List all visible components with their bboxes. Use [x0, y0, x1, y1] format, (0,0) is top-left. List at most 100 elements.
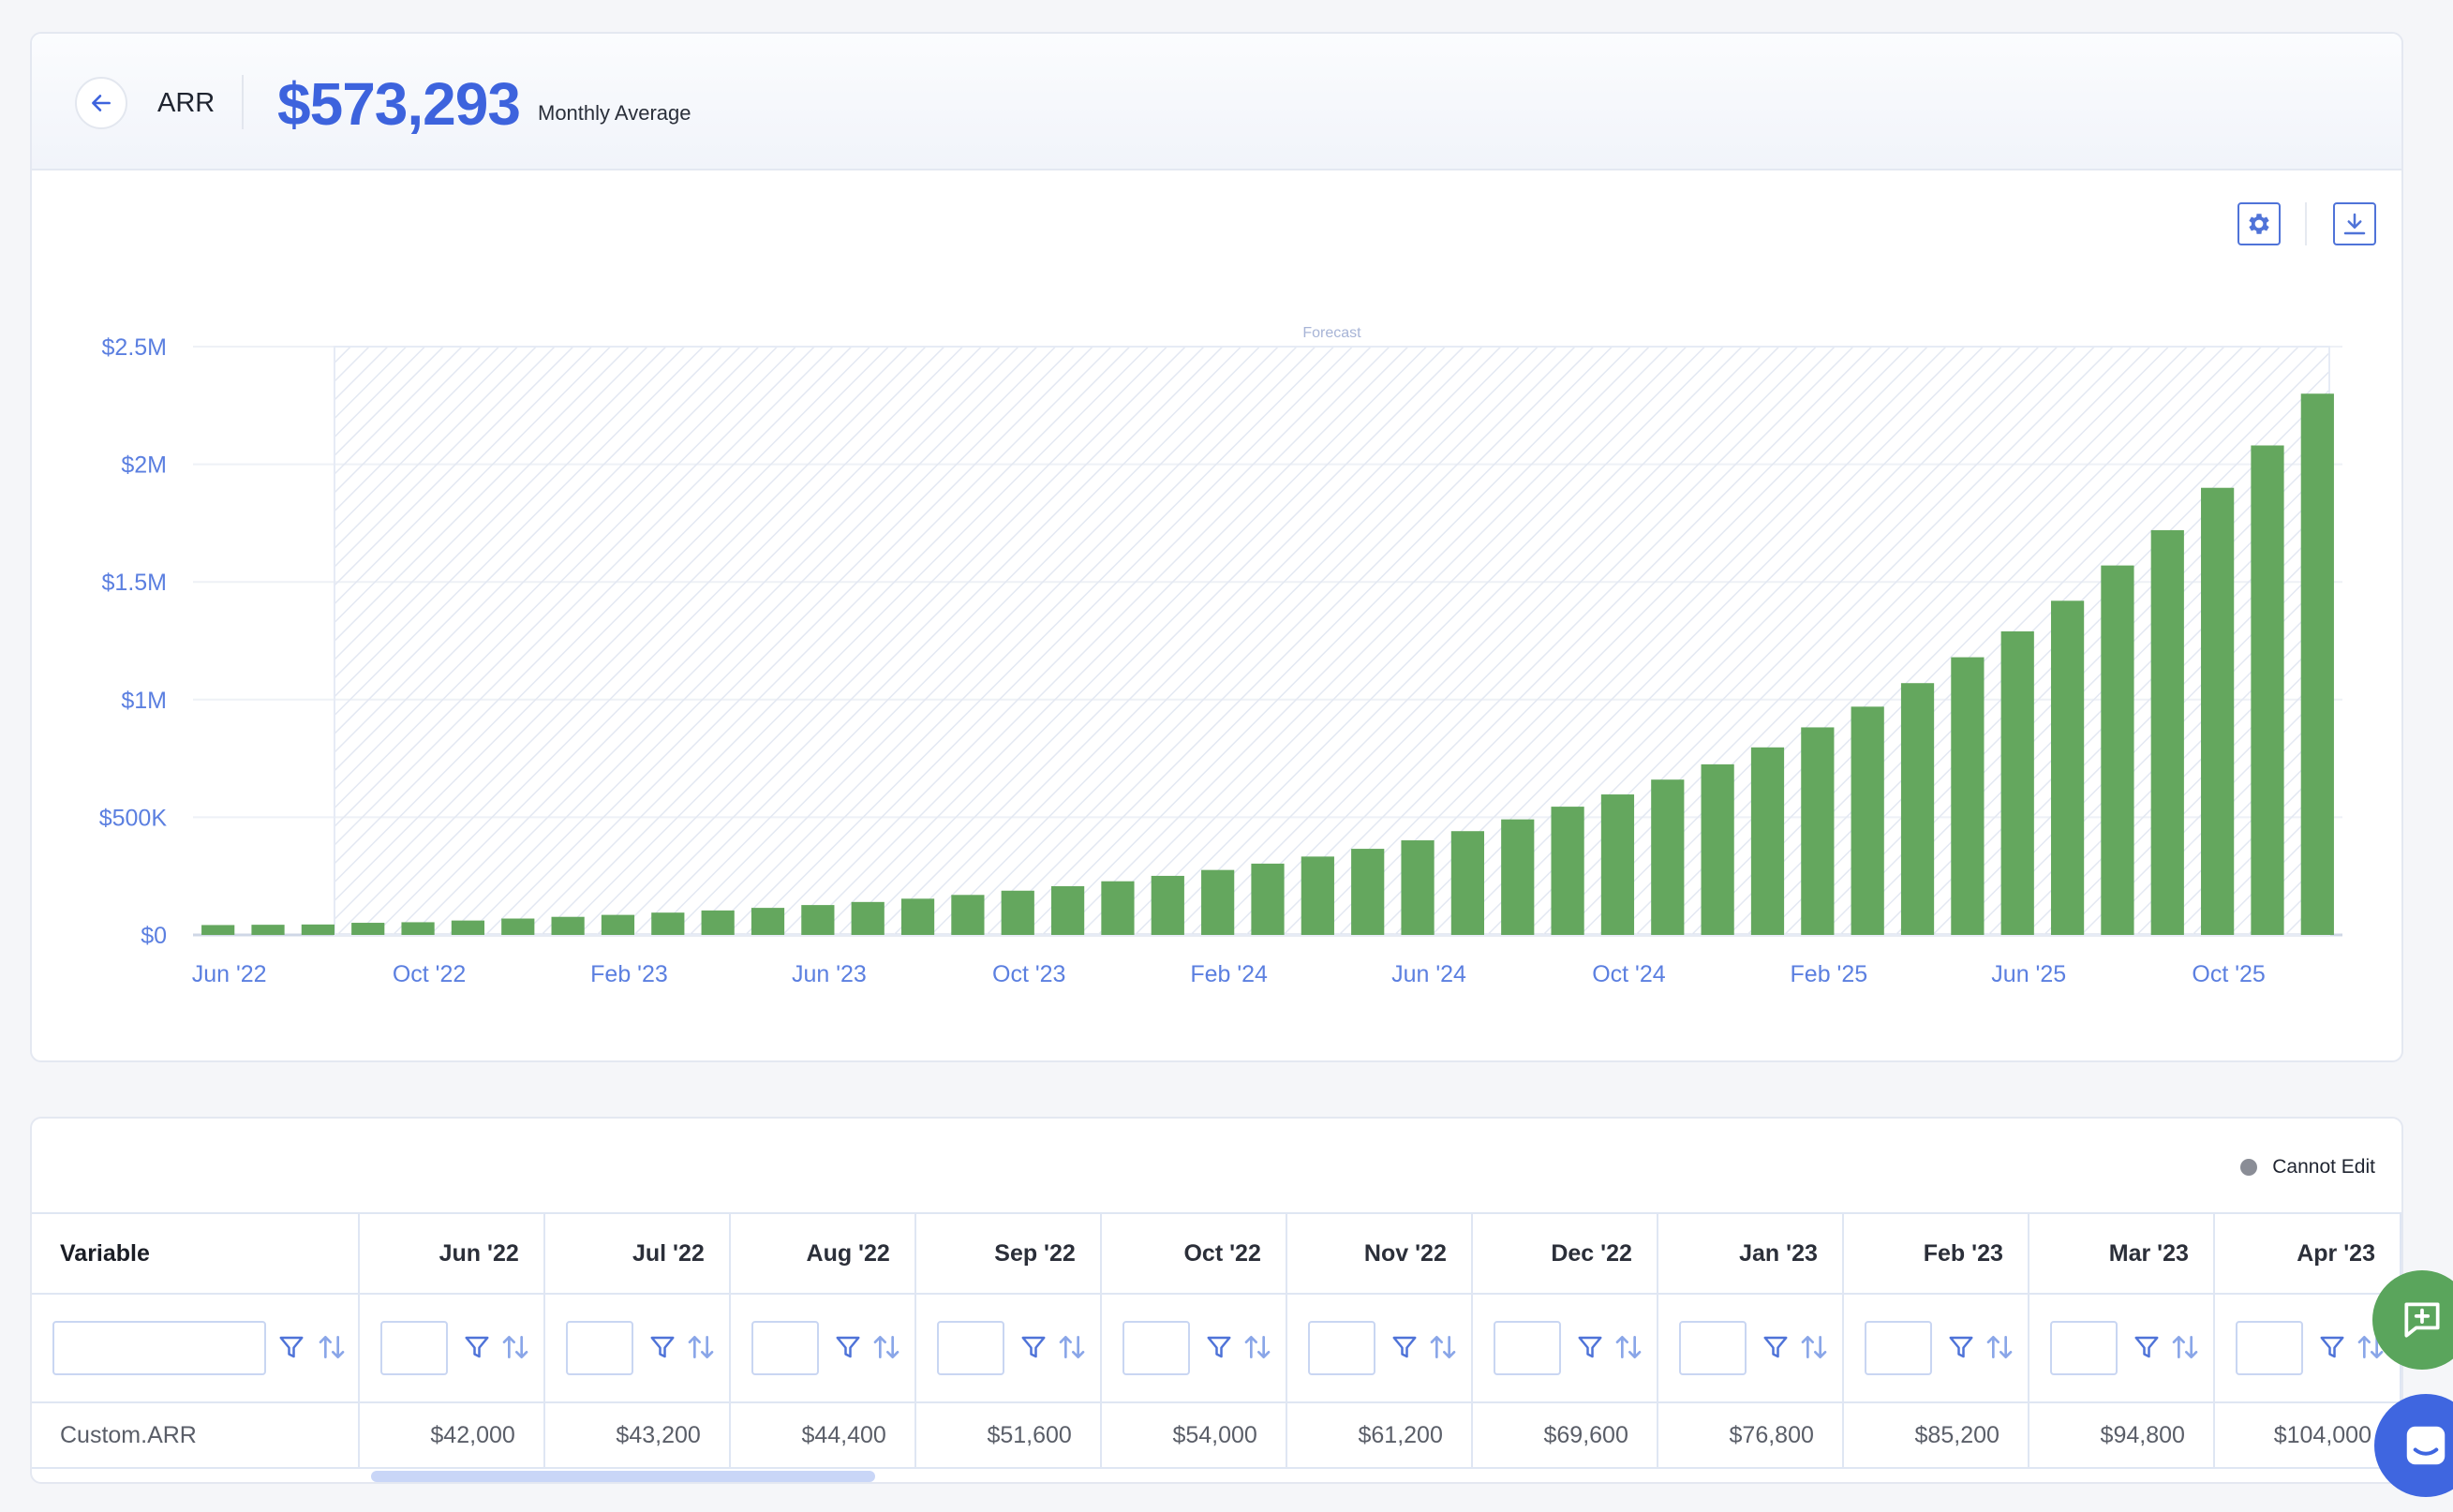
- chart-bar: [2251, 445, 2284, 935]
- x-tick-label: Feb '24: [1190, 961, 1268, 987]
- month-filter-input[interactable]: [1122, 1321, 1190, 1375]
- filter-icon[interactable]: [1390, 1332, 1419, 1362]
- chart-bar: [651, 912, 685, 935]
- chart-bar: [2300, 393, 2334, 935]
- month-filter-input[interactable]: [379, 1321, 448, 1375]
- sort-icon[interactable]: [500, 1332, 530, 1362]
- chart-bar: [501, 918, 535, 935]
- y-tick-label: $0: [141, 923, 167, 949]
- month-filter-input[interactable]: [2235, 1321, 2303, 1375]
- forecast-region: [333, 346, 2330, 936]
- filter-icon[interactable]: [1205, 1332, 1233, 1362]
- filter-icon[interactable]: [648, 1332, 676, 1362]
- filter-icon[interactable]: [2318, 1332, 2346, 1362]
- feedback-button[interactable]: [2372, 1270, 2453, 1370]
- chart-bar: [851, 901, 885, 935]
- sort-icon[interactable]: [1057, 1332, 1087, 1362]
- sort-icon[interactable]: [1242, 1332, 1272, 1362]
- table-cell-value: $69,600: [1471, 1402, 1658, 1469]
- filter-cell-month: [1471, 1294, 1658, 1403]
- chart-bar: [1900, 683, 1935, 935]
- sort-icon[interactable]: [1799, 1332, 1829, 1362]
- filter-icon[interactable]: [1576, 1332, 1604, 1362]
- month-filter-input[interactable]: [751, 1321, 819, 1375]
- filter-icon[interactable]: [1019, 1332, 1048, 1362]
- column-header-month[interactable]: Feb '23: [1842, 1212, 2029, 1295]
- filter-cell-month: [1657, 1294, 1844, 1403]
- table-cell-value: $104,000: [2213, 1402, 2401, 1469]
- filter-cell-variable: [32, 1294, 360, 1403]
- table-cell-value: $51,600: [914, 1402, 1102, 1469]
- month-filter-input[interactable]: [565, 1321, 633, 1375]
- column-header-month[interactable]: Dec '22: [1471, 1212, 1658, 1295]
- sort-icon[interactable]: [871, 1332, 901, 1362]
- column-header-month[interactable]: Jun '22: [358, 1212, 545, 1295]
- chart-bar: [1301, 856, 1334, 935]
- sort-icon[interactable]: [1985, 1332, 2014, 1362]
- gear-icon: [2249, 214, 2269, 234]
- chart-settings-button[interactable]: [2237, 202, 2281, 245]
- chat-icon: [2406, 1426, 2446, 1465]
- chart-bar: [1351, 849, 1385, 935]
- sort-icon[interactable]: [2356, 1332, 2386, 1362]
- sort-icon[interactable]: [1428, 1332, 1458, 1362]
- variable-filter-input[interactable]: [52, 1321, 266, 1375]
- chart-bar: [1750, 747, 1785, 935]
- column-header-month[interactable]: Oct '22: [1100, 1212, 1287, 1295]
- chart-bar: [1651, 779, 1685, 935]
- filter-icon[interactable]: [2133, 1332, 2161, 1362]
- chart-bar: [2101, 565, 2134, 935]
- column-header-month[interactable]: Nov '22: [1286, 1212, 1473, 1295]
- sort-icon[interactable]: [317, 1332, 347, 1362]
- column-header-month[interactable]: Apr '23: [2213, 1212, 2401, 1295]
- sort-icon[interactable]: [2170, 1332, 2200, 1362]
- column-header-month[interactable]: Jan '23: [1657, 1212, 1844, 1295]
- chart-bar: [900, 898, 935, 935]
- chart-bar: [751, 908, 785, 935]
- sort-icon[interactable]: [686, 1332, 716, 1362]
- x-tick-label: Oct '23: [992, 961, 1065, 987]
- month-filter-input[interactable]: [1678, 1321, 1747, 1375]
- chart-bar: [1050, 886, 1085, 935]
- monthly-average-value: $573,293: [277, 70, 521, 138]
- x-tick-label: Jun '25: [1991, 961, 2066, 987]
- column-header-month[interactable]: Sep '22: [914, 1212, 1102, 1295]
- chart-bar: [401, 922, 435, 935]
- x-tick-label: Jun '23: [792, 961, 867, 987]
- chart-bar: [2201, 487, 2235, 935]
- filter-icon[interactable]: [834, 1332, 862, 1362]
- table-cell-value: $43,200: [543, 1402, 731, 1469]
- filter-cell-month: [1100, 1294, 1287, 1403]
- column-header-variable[interactable]: Variable: [32, 1212, 360, 1295]
- filter-icon[interactable]: [1947, 1332, 1975, 1362]
- feedback-plus-icon: [2404, 1302, 2440, 1338]
- month-filter-input[interactable]: [1864, 1321, 1932, 1375]
- month-filter-input[interactable]: [936, 1321, 1004, 1375]
- column-header-month[interactable]: Mar '23: [2028, 1212, 2215, 1295]
- header-divider: [242, 75, 244, 129]
- filter-cell-month: [1286, 1294, 1473, 1403]
- month-filter-input[interactable]: [1307, 1321, 1375, 1375]
- sort-icon[interactable]: [1613, 1332, 1643, 1362]
- chart-bar: [701, 910, 735, 935]
- column-header-month[interactable]: Jul '22: [543, 1212, 731, 1295]
- chart-bar: [951, 895, 985, 935]
- month-filter-input[interactable]: [2049, 1321, 2118, 1375]
- download-button[interactable]: [2333, 202, 2376, 245]
- chat-button[interactable]: [2374, 1394, 2453, 1497]
- table-header-row: Variable Jun '22 Jul '22 Aug '22 Sep '22 Oct…: [32, 1212, 2401, 1295]
- filter-cell-month: [358, 1294, 545, 1403]
- filter-icon[interactable]: [277, 1332, 305, 1362]
- x-tick-label: Jun '24: [1391, 961, 1466, 987]
- cannot-edit-dot: [2240, 1159, 2258, 1176]
- chart-bar: [201, 925, 235, 935]
- column-header-month[interactable]: Aug '22: [729, 1212, 916, 1295]
- filter-icon[interactable]: [463, 1332, 491, 1362]
- filter-icon[interactable]: [1762, 1332, 1790, 1362]
- back-button[interactable]: [75, 77, 127, 129]
- horizontal-scrollbar[interactable]: [371, 1471, 875, 1482]
- x-tick-label: Oct '22: [393, 961, 466, 987]
- month-filter-input[interactable]: [1493, 1321, 1561, 1375]
- chart-bar: [1501, 819, 1535, 935]
- table-cell-value: $42,000: [358, 1402, 545, 1469]
